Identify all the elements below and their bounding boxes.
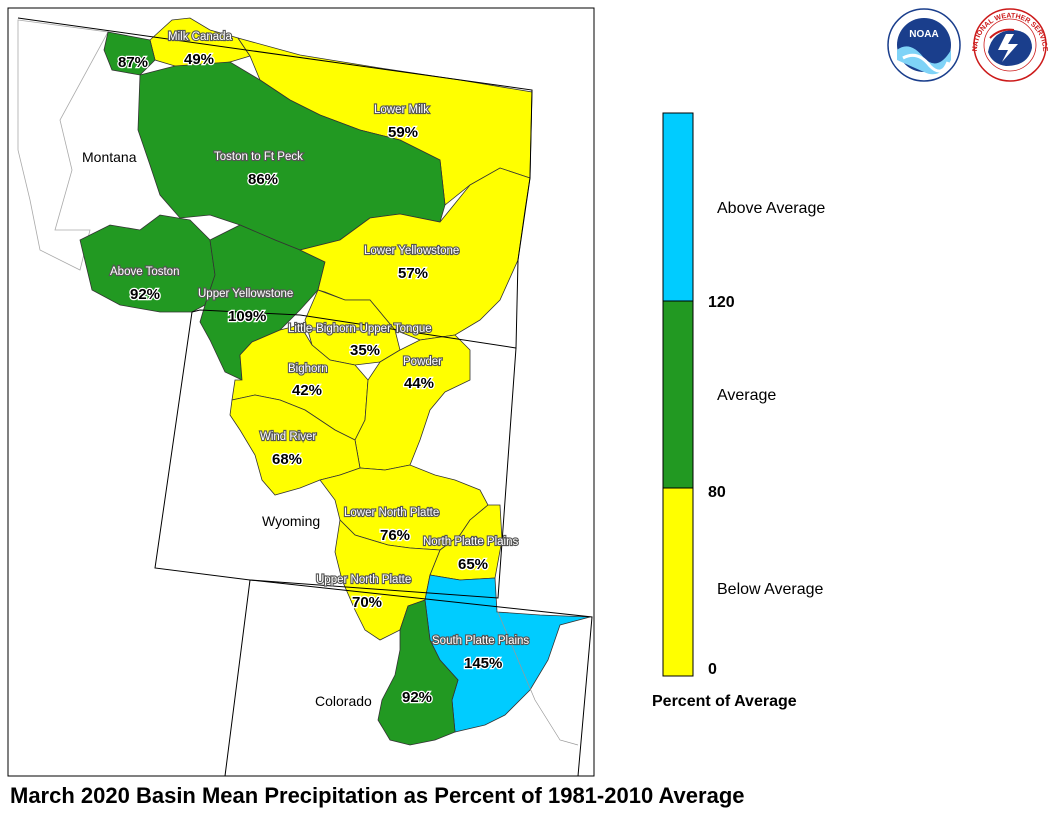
legend-title: Percent of Average	[652, 693, 797, 710]
basin-name-label: Toston to Ft Peck	[214, 151, 303, 163]
basin-percent-label: 59%	[388, 124, 418, 141]
basin-percent-label: 42%	[292, 382, 322, 399]
noaa-logo: NOAA	[887, 8, 961, 82]
legend-label-average: Average	[717, 387, 776, 404]
basin-percent-label: 49%	[184, 51, 214, 68]
basin-percent-label: 68%	[272, 451, 302, 468]
montana-border	[17, 17, 533, 349]
basin-name-label: Above Toston	[110, 266, 179, 278]
basin-name-label: Upper North Platte	[316, 574, 411, 586]
colorado-border	[224, 579, 593, 777]
basin-colorado-92[interactable]	[377, 599, 459, 746]
state-label-wyoming: Wyoming	[262, 513, 320, 529]
basin-percent-label: 65%	[458, 556, 488, 573]
legend-label-below: Below Average	[717, 581, 824, 598]
legend-tick-0: 0	[708, 661, 717, 678]
legend-tick-120: 120	[708, 294, 735, 311]
basin-name-label: Lower Milk	[374, 104, 429, 116]
basins-layer	[79, 17, 591, 746]
legend-swatch-below	[662, 487, 694, 677]
montana-west-outline	[17, 19, 109, 271]
state-borders	[17, 17, 593, 777]
state-label-montana: Montana	[82, 149, 137, 165]
basin-powder[interactable]	[354, 334, 471, 471]
basin-percent-label: 86%	[248, 171, 278, 188]
basin-name-label: Upper Yellowstone	[198, 288, 293, 300]
basin-percent-label: 70%	[352, 594, 382, 611]
basin-percent-label: 87%	[118, 54, 148, 71]
nws-logo: NATIONAL WEATHER SERVICE	[972, 8, 1048, 82]
basin-name-label: Lower Yellowstone	[364, 245, 459, 257]
basin-percent-label: 44%	[404, 375, 434, 392]
legend-tick-80: 80	[708, 484, 726, 501]
noaa-logo-text: NOAA	[909, 29, 938, 40]
state-label-colorado: Colorado	[315, 693, 372, 709]
basin-name-label: Wind River	[260, 431, 316, 443]
legend: Above Average Average Below Average 120 …	[652, 112, 825, 710]
map-caption: March 2020 Basin Mean Precipitation as P…	[10, 783, 745, 808]
basin-percent-label: 76%	[380, 527, 410, 544]
basin-name-label: Powder	[403, 356, 442, 368]
basin-labels-layer: Milk Canada 49% 87% Lower Milk 59% Tosto…	[109, 30, 531, 707]
colorado-county-line	[496, 609, 579, 746]
legend-swatch-above	[662, 112, 694, 302]
basin-percent-label: 35%	[350, 342, 380, 359]
basin-percent-label: 145%	[464, 655, 502, 672]
legend-swatch-average	[662, 300, 694, 489]
basin-name-label: Bighorn	[288, 363, 328, 375]
basin-name-label: South Platte Plains	[432, 635, 529, 647]
basin-name-label: Milk Canada	[168, 31, 233, 43]
basin-percent-label: 109%	[228, 308, 266, 325]
basin-name-label: Little-Bighorn-Upper Tongue	[288, 323, 432, 335]
basin-percent-label: 92%	[130, 286, 160, 303]
basin-percent-label: 57%	[398, 265, 428, 282]
basin-name-label: Lower North Platte	[344, 507, 439, 519]
basin-name-label: North Platte Plains	[423, 536, 518, 548]
legend-label-above: Above Average	[717, 200, 825, 217]
basin-percent-label: 92%	[402, 689, 432, 706]
